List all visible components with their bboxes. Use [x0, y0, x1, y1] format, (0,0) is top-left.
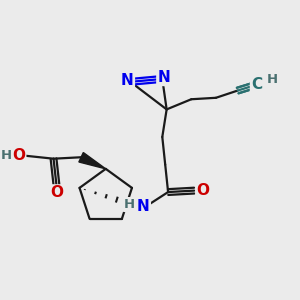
- Text: N: N: [121, 73, 134, 88]
- Text: H: H: [1, 149, 12, 162]
- Text: O: O: [196, 183, 209, 198]
- Polygon shape: [79, 152, 106, 169]
- Text: N: N: [137, 199, 150, 214]
- Text: O: O: [50, 185, 63, 200]
- Text: C: C: [251, 77, 262, 92]
- Text: N: N: [158, 70, 170, 85]
- Text: H: H: [267, 73, 278, 86]
- Text: H: H: [124, 198, 135, 211]
- Text: O: O: [12, 148, 25, 163]
